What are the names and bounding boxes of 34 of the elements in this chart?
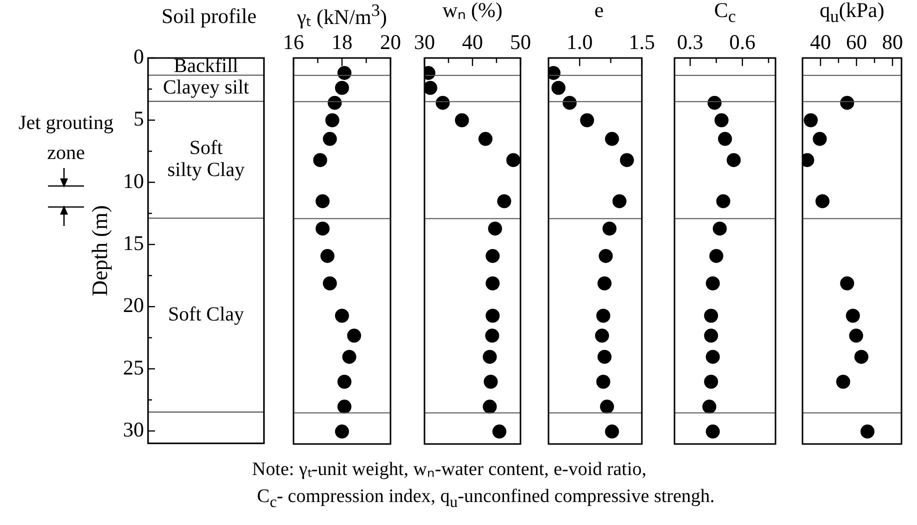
x-tick-label: 16 [283,30,304,54]
y-tick-label: 30 [123,417,144,442]
chart-title: e [593,0,605,22]
series-label: Clayey silt [162,76,250,99]
x-tick-label: 60 [846,30,867,54]
x-tick-label: 80 [882,30,903,54]
x-tick-label: 1.5 [628,30,655,54]
text: Note: γₜ-unit weight, wₙ-water content, e-void ratio, [252,458,646,481]
chart-title: Soil profile [160,4,258,28]
text: C$_{c}$- compression index, q$_{u}$-unconfined compressive strengh. [257,486,715,512]
y-tick-label: 5 [134,106,144,131]
x-tick-label: 1.0 [566,30,593,54]
y-tick-label: 20 [123,293,144,318]
x-tick-label: 50 [510,30,531,54]
x-tick-label: 0.3 [677,30,704,54]
x-tick-label: 18 [332,30,352,54]
y-axis-title: Depth (m) [86,205,112,296]
series-label: Soft Clay [168,304,244,326]
y-tick-label: 10 [123,168,144,193]
x-tick-label: 40 [462,30,483,54]
x-tick-label: 40 [810,30,831,54]
y-tick-label: 15 [123,231,144,255]
series-label: Backfill [174,54,239,77]
text: Jet grouting zone [18,111,114,166]
chart-title: wₙ (%) [442,0,504,22]
series-label: Soft silty Clay [167,137,245,182]
chart-title: q$_{u}$(kPa) [818,0,886,28]
x-tick-label: 30 [414,30,435,54]
x-tick-label: 0.6 [729,30,756,54]
x-tick-label: 20 [380,30,401,54]
y-tick-label: 0 [134,44,144,69]
y-tick-label: 25 [123,355,144,380]
chart-title: C$_{c}$ [713,0,737,28]
chart-title: γₜ (kN/m$^{3}$) [296,0,388,29]
